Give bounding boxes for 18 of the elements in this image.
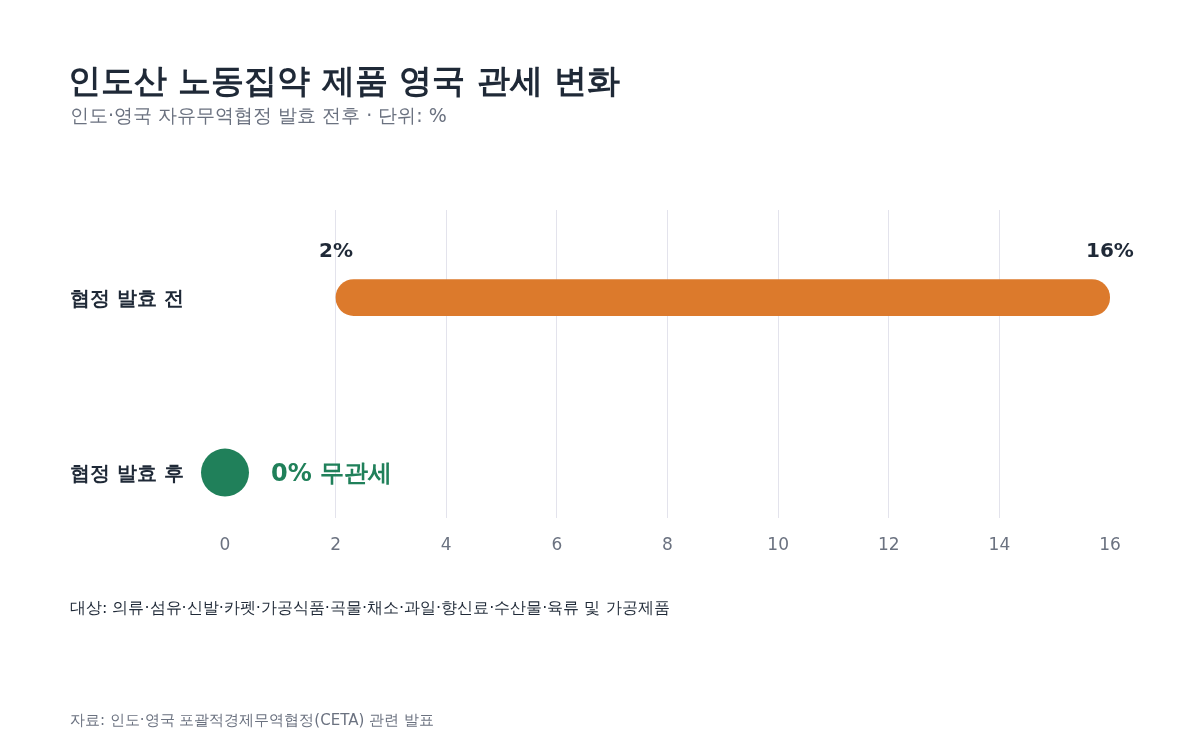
x-tick-label: 16: [1099, 534, 1121, 554]
x-tick-label: 10: [767, 534, 789, 554]
x-tick-label: 0: [219, 534, 231, 554]
chart-subtitle: 인도·영국 자유무역협정 발효 전후 · 단위: %: [70, 104, 447, 126]
text: 자료: 인도·영국 포괄적경제무역협정(CETA) 관련 발표: [70, 711, 434, 729]
annotation: 2%: [319, 238, 353, 262]
annotation: 0% 무관세: [271, 459, 393, 487]
chart-title: 인도산 노동집약 제품 영국 관세 변화: [68, 60, 621, 100]
y-tick-label: 협정 발효 후: [70, 460, 184, 485]
x-tick-label: 8: [662, 534, 673, 554]
x-tick-label: 12: [877, 534, 900, 554]
annotation: 16%: [1086, 238, 1134, 262]
x-tick-label: 2: [330, 534, 342, 554]
x-tick-label: 6: [551, 534, 563, 554]
text: 대상: 의류·섬유·신발·카펫·가공식품·곡물·채소·과일·향신료·수산물·육류 및 가공제품: [70, 598, 670, 617]
x-tick-label: 4: [440, 534, 452, 554]
x-tick-label: 14: [988, 534, 1011, 554]
y-tick-label: 협정 발효 전: [70, 285, 184, 310]
